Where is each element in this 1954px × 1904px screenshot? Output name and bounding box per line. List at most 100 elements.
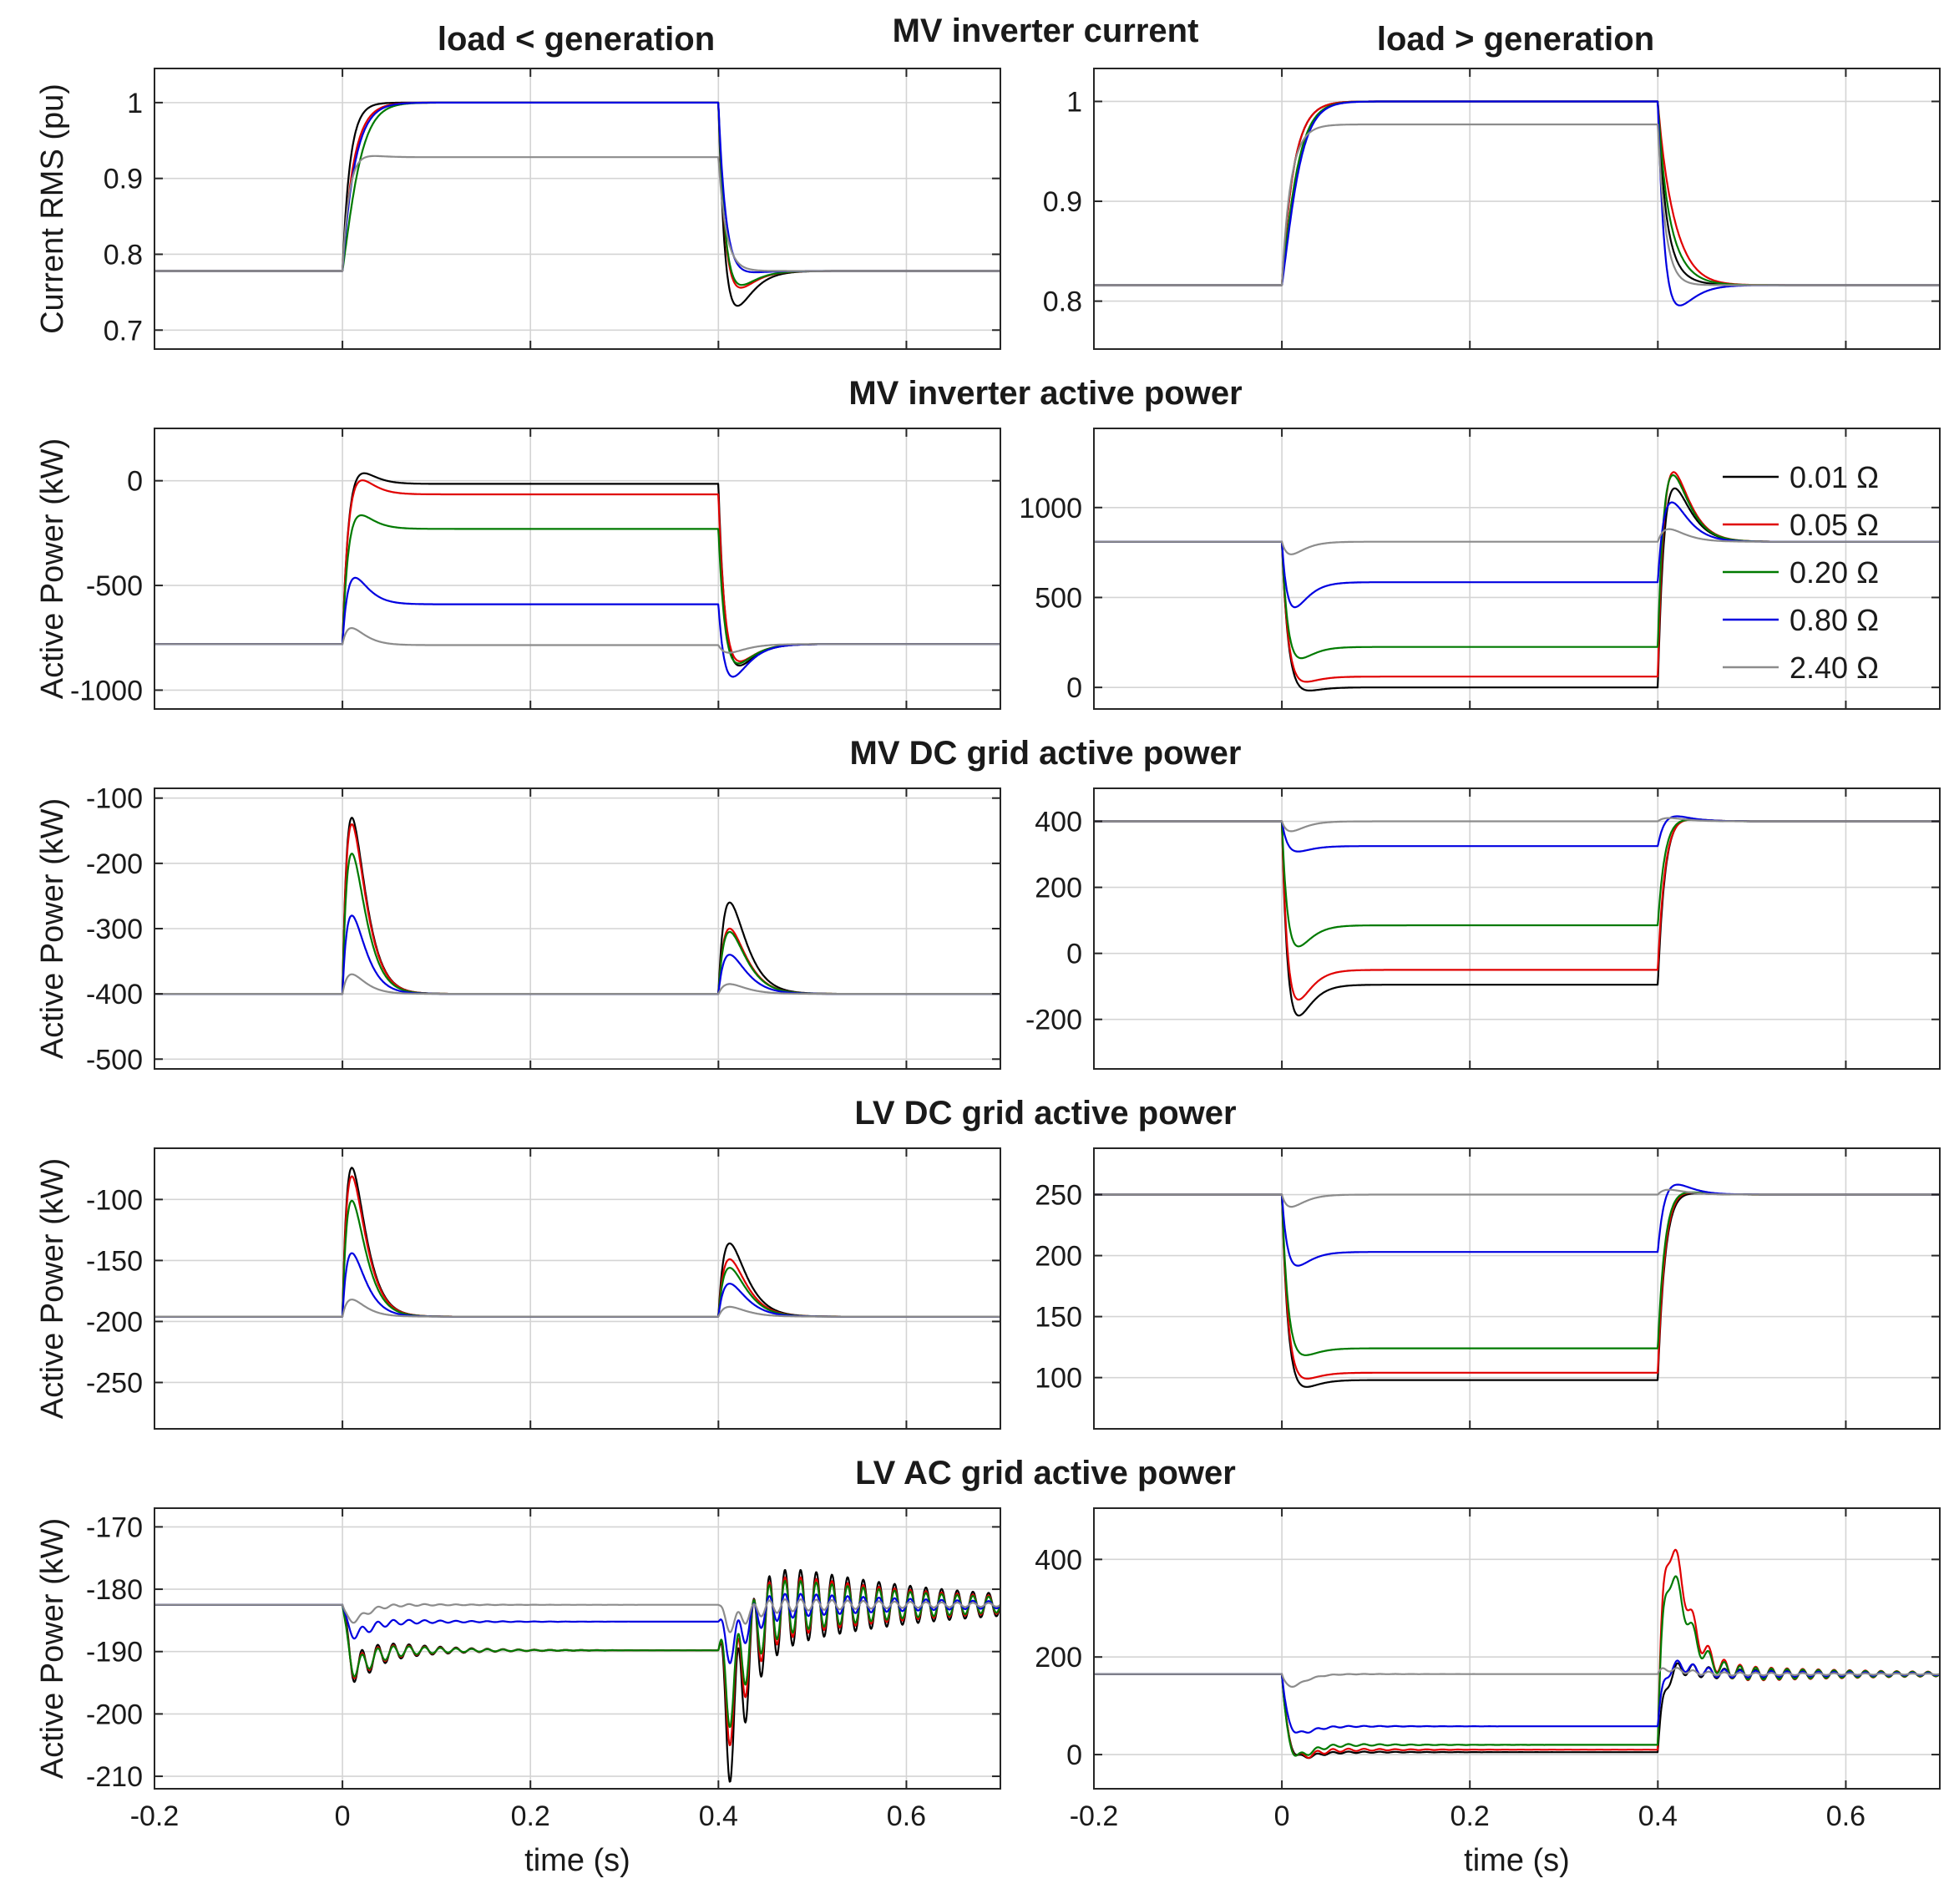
series-line-2.40	[154, 154, 1000, 272]
subplot-left: -250 -200 -150 -100 Active Power (kW)	[35, 1147, 1001, 1430]
series-line-0.20	[154, 1579, 1000, 1729]
axes-frame	[154, 1147, 1001, 1430]
x-tick-label: 0	[335, 1800, 351, 1832]
y-tick-label: 200	[1035, 873, 1082, 904]
x-tick-label: 0.6	[1826, 1800, 1865, 1832]
y-tick-label: 150	[1035, 1302, 1082, 1334]
series-line-0.01	[154, 1167, 1000, 1318]
y-tick-label: 0.9	[1043, 186, 1082, 218]
x-tick-label: 0.6	[887, 1800, 926, 1832]
y-tick-label: 0	[127, 466, 143, 498]
series-line-0.01	[1094, 818, 1940, 1017]
y-tick-label: 0	[1066, 939, 1082, 970]
series-line-0.80	[1094, 1183, 1940, 1267]
series-group	[154, 1167, 1000, 1318]
series-line-2.40	[154, 626, 1000, 654]
series-line-0.01	[154, 817, 1000, 995]
series-line-0.01	[154, 101, 1000, 307]
legend-label: 0.80 Ω	[1789, 603, 1879, 637]
series-line-2.40	[1094, 123, 1940, 286]
y-tick-label: -150	[86, 1245, 143, 1277]
row-title: LV AC grid active power	[855, 1455, 1236, 1491]
row-title: LV DC grid active power	[854, 1095, 1236, 1132]
x-tick-label: 0.2	[511, 1800, 550, 1832]
y-tick-label: -200	[1025, 1005, 1082, 1036]
y-tick-label: -210	[86, 1761, 143, 1793]
axes-frame	[154, 68, 1001, 350]
x-axis-label: time (s)	[1464, 1843, 1570, 1878]
series-group	[1094, 100, 1940, 306]
subplot-right: 0 500 1000 0.01 Ω 0.05 Ω 0.20 Ω 0.80 Ω 2.40 Ω	[1019, 428, 1941, 710]
legend-label: 0.05 Ω	[1789, 508, 1879, 542]
y-tick-label: 1000	[1019, 493, 1082, 524]
subplot-right: 0.8 0.9 1	[1043, 68, 1941, 350]
series-line-2.40	[1094, 1667, 1940, 1689]
x-axis-label: time (s)	[524, 1843, 630, 1878]
y-tick-label: 0.8	[1043, 286, 1082, 318]
y-tick-label: -200	[86, 1306, 143, 1338]
series-group	[1094, 815, 1940, 1017]
y-tick-label: -200	[86, 848, 143, 880]
subplot-left: -0.2 0 0.2 0.4 0.6 -210 -200 -190 -180 -170 Active…	[35, 1507, 1001, 1878]
series-line-0.05	[154, 823, 1000, 995]
x-tick-label: 0.2	[1450, 1800, 1490, 1832]
series-line-0.05	[154, 1576, 1000, 1746]
y-axis-label: Active Power (kW)	[35, 1518, 70, 1779]
y-tick-label: -180	[86, 1574, 143, 1606]
subplot-left: 0.7 0.8 0.9 1 Current RMS (pu)	[35, 68, 1001, 350]
y-axis-label: Active Power (kW)	[35, 1158, 70, 1419]
subplot-grid: MV inverter current 0.7 0.8 0.9 1 Current RMS…	[35, 13, 1941, 1878]
series-group	[1094, 471, 1940, 692]
series-line-2.40	[1094, 528, 1940, 555]
series-group	[154, 1568, 1000, 1783]
x-tick-label: 0	[1274, 1800, 1290, 1832]
y-tick-label: -170	[86, 1512, 143, 1543]
y-tick-label: -500	[86, 570, 143, 602]
y-tick-label: -250	[86, 1367, 143, 1399]
series-line-0.80	[154, 1252, 1000, 1318]
subplot-left: -1000 -500 0 Active Power (kW)	[35, 428, 1001, 710]
series-line-2.40	[1094, 817, 1940, 833]
y-tick-label: -500	[86, 1044, 143, 1076]
series-group	[154, 101, 1000, 307]
y-tick-label: 500	[1035, 582, 1082, 614]
row-title: MV inverter active power	[848, 375, 1242, 412]
series-line-0.80	[1094, 100, 1940, 306]
subplot-right: 100 150 200 250	[1035, 1147, 1941, 1430]
series-line-0.20	[154, 1199, 1000, 1318]
y-tick-label: 1	[1066, 86, 1082, 118]
y-tick-label: 0.9	[104, 164, 143, 195]
series-line-2.40	[154, 1299, 1000, 1318]
y-tick-label: 1	[127, 88, 143, 119]
row-title: MV inverter current	[893, 13, 1199, 49]
legend-label: 2.40 Ω	[1789, 651, 1879, 685]
y-tick-label: 200	[1035, 1241, 1082, 1273]
legend: 0.01 Ω 0.05 Ω 0.20 Ω 0.80 Ω 2.40 Ω	[1723, 460, 1879, 685]
axes-frame	[154, 1507, 1001, 1790]
series-group	[154, 817, 1000, 995]
y-tick-label: 250	[1035, 1180, 1082, 1212]
series-line-0.20	[1094, 1191, 1940, 1356]
axes-frame	[1093, 787, 1941, 1070]
series-line-0.01	[154, 1568, 1000, 1783]
series-line-0.05	[1094, 1191, 1940, 1380]
axes-frame	[154, 428, 1001, 710]
y-tick-label: -190	[86, 1637, 143, 1669]
x-tick-label: -0.2	[130, 1800, 180, 1832]
y-tick-label: -400	[86, 979, 143, 1010]
series-line-0.20	[1094, 818, 1940, 948]
series-line-2.40	[1094, 1188, 1940, 1208]
y-tick-label: 0.8	[104, 239, 143, 271]
x-tick-label: -0.2	[1070, 1800, 1119, 1832]
y-tick-label: -100	[86, 783, 143, 815]
series-line-0.05	[154, 101, 1000, 289]
x-tick-label: 0.4	[1638, 1800, 1678, 1832]
series-line-0.80	[154, 101, 1000, 274]
y-tick-label: 200	[1035, 1642, 1082, 1674]
series-group	[1094, 1183, 1940, 1388]
series-group	[1094, 1548, 1940, 1760]
y-tick-label: 400	[1035, 807, 1082, 838]
series-line-0.05	[1094, 100, 1940, 286]
y-tick-label: 0.7	[104, 315, 143, 347]
